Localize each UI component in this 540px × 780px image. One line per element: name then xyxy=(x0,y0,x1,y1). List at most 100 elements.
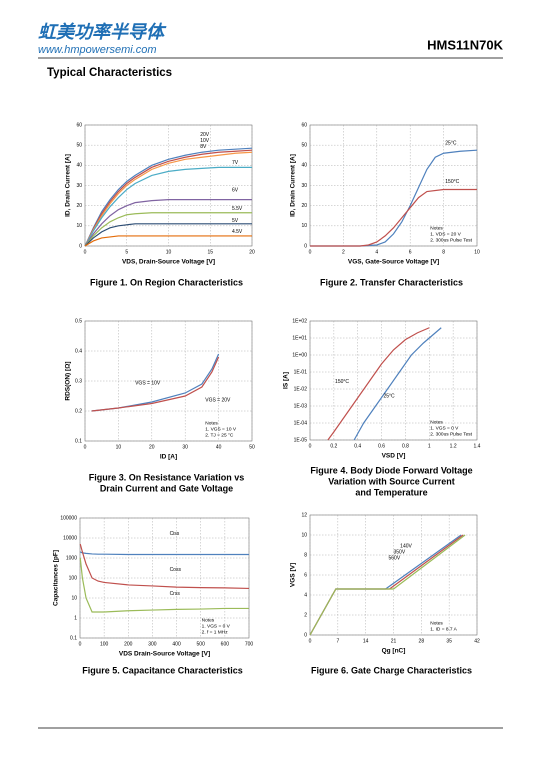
y-tick-label: 0 xyxy=(79,243,82,249)
y-tick-label: 60 xyxy=(76,122,82,128)
series-line xyxy=(91,356,220,412)
note: 2. TJ = 25 °C xyxy=(205,432,234,438)
note: Notes xyxy=(202,617,215,623)
series-line xyxy=(79,557,249,613)
note: Notes xyxy=(430,225,443,231)
x-tick-label: 0.8 xyxy=(402,443,409,449)
series-line xyxy=(84,212,252,247)
series-label: Coss xyxy=(170,567,182,573)
series-line xyxy=(84,151,253,247)
y-tick-label: 6 xyxy=(304,572,307,578)
y-tick-label: 2 xyxy=(304,612,307,618)
figure-caption: Figure 2. Transfer Characteristics xyxy=(320,277,463,287)
y-tick-label: 0.5 xyxy=(75,318,82,324)
y-tick-label: 1E-05 xyxy=(294,437,308,443)
y-tick-label: 10 xyxy=(301,223,307,229)
x-tick-label: 0 xyxy=(84,444,87,450)
series-label: 560V xyxy=(388,556,400,562)
y-tick-label: 20 xyxy=(301,203,307,209)
x-tick-label: 5 xyxy=(125,249,128,255)
x-tick-label: 10 xyxy=(474,249,480,255)
series-line xyxy=(84,235,252,247)
y-tick-label: 0.1 xyxy=(75,438,82,444)
note: Notes xyxy=(205,420,218,426)
y-tick-label: 1E+00 xyxy=(292,352,307,358)
y-tick-label: 40 xyxy=(76,163,82,169)
y-tick-label: 100000 xyxy=(60,515,77,521)
y-tick-label: 1E-01 xyxy=(294,369,308,375)
y-tick-label: 1000 xyxy=(66,555,77,561)
x-tick-label: 400 xyxy=(172,641,181,647)
y-tick-label: 0 xyxy=(304,243,307,249)
series-label: 140V xyxy=(400,544,412,550)
x-axis-label: VDS, Drain-Source Voltage [V] xyxy=(122,259,215,266)
y-tick-label: 12 xyxy=(301,512,307,518)
series-line xyxy=(84,199,252,247)
x-tick-label: 2 xyxy=(342,249,345,255)
x-tick-label: 10 xyxy=(166,249,172,255)
x-tick-label: 21 xyxy=(391,638,397,644)
series-label: Crss xyxy=(170,591,181,597)
series-line xyxy=(309,534,466,636)
y-tick-label: 1E+01 xyxy=(292,335,307,341)
note: 1. VGS = 0 V xyxy=(430,425,459,431)
y-tick-label: 30 xyxy=(76,183,82,189)
y-tick-label: 0.2 xyxy=(75,408,82,414)
x-tick-label: 0 xyxy=(309,638,312,644)
x-tick-label: 1.4 xyxy=(474,443,481,449)
figure-caption: Drain Current and Gate Voltage xyxy=(100,483,233,493)
url: www.hmpowersemi.com xyxy=(38,44,157,56)
series-label: 10V xyxy=(200,138,210,144)
x-tick-label: 100 xyxy=(100,641,109,647)
x-tick-label: 10 xyxy=(116,444,122,450)
series-label: 5.5V xyxy=(232,206,243,212)
series-label: 350V xyxy=(394,550,406,556)
figure-caption: Figure 6. Gate Charge Characteristics xyxy=(311,665,472,675)
x-tick-label: 4 xyxy=(375,249,378,255)
series-line xyxy=(327,327,430,441)
figure-caption: Figure 4. Body Diode Forward Voltage xyxy=(310,465,472,475)
x-tick-label: 200 xyxy=(124,641,133,647)
series-line xyxy=(84,223,252,247)
x-tick-label: 14 xyxy=(363,638,369,644)
note: 2. 300us Pulse Test xyxy=(430,237,472,243)
note: 2. f = 1 MHz xyxy=(202,629,229,635)
x-tick-label: 0 xyxy=(84,249,87,255)
x-tick-label: 20 xyxy=(249,249,255,255)
series-label: 4.5V xyxy=(232,229,243,235)
series-line xyxy=(84,149,253,247)
y-tick-label: 4 xyxy=(304,592,307,598)
x-axis-label: VDS Drain-Source Voltage [V] xyxy=(119,651,210,658)
x-tick-label: 8 xyxy=(442,249,445,255)
y-tick-label: 10 xyxy=(76,223,82,229)
series-line xyxy=(84,166,252,247)
y-tick-label: 1E-04 xyxy=(294,420,308,426)
y-axis-label: RDS(ON) [Ω] xyxy=(65,361,72,400)
y-tick-label: 0.1 xyxy=(70,635,77,641)
note: 1. VGS = 0 V xyxy=(202,623,231,629)
series-label: 150°C xyxy=(335,379,349,385)
y-tick-label: 0.3 xyxy=(75,378,82,384)
section-title: Typical Characteristics xyxy=(47,67,172,79)
y-tick-label: 20 xyxy=(76,203,82,209)
y-tick-label: 0.4 xyxy=(75,348,82,354)
y-tick-label: 50 xyxy=(301,142,307,148)
note: Notes xyxy=(430,419,443,425)
y-tick-label: 10000 xyxy=(63,535,77,541)
x-tick-label: 0 xyxy=(309,443,312,449)
series-label: 20V xyxy=(200,132,210,138)
y-axis-label: ID, Drain Current [A] xyxy=(290,154,297,217)
series-label: 25°C xyxy=(445,140,457,146)
y-tick-label: 1E-02 xyxy=(294,386,308,392)
x-axis-label: Qg [nC] xyxy=(382,648,406,655)
series-label: 8V xyxy=(200,144,207,150)
series-label: VGS = 20V xyxy=(205,398,231,404)
logo: 虹美功率半导体 xyxy=(38,22,167,42)
y-tick-label: 40 xyxy=(301,163,307,169)
x-tick-label: 1 xyxy=(428,443,431,449)
y-tick-label: 50 xyxy=(76,142,82,148)
x-tick-label: 50 xyxy=(249,444,255,450)
figure-caption: and Temperature xyxy=(355,487,427,497)
y-tick-label: 8 xyxy=(304,552,307,558)
y-tick-label: 100 xyxy=(69,575,78,581)
